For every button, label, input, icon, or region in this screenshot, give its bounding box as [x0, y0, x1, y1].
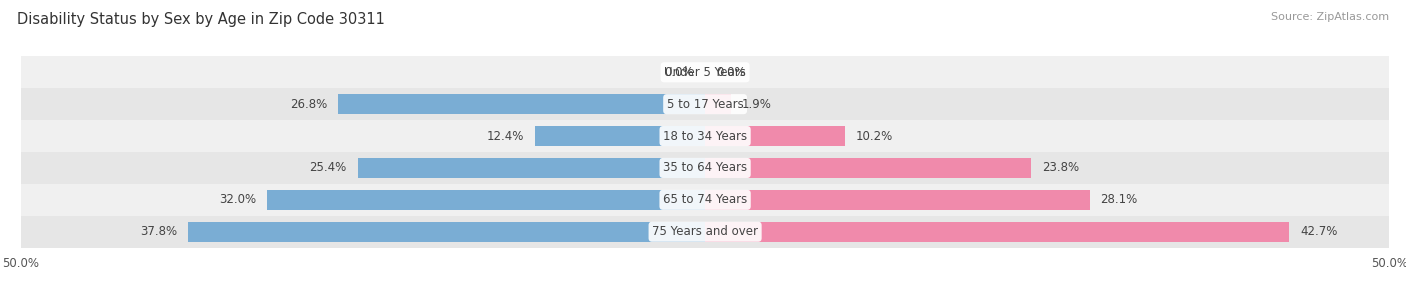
Bar: [21, 56, 1389, 88]
Text: 0.0%: 0.0%: [665, 66, 695, 79]
Text: 1.9%: 1.9%: [742, 98, 772, 111]
Text: 12.4%: 12.4%: [486, 130, 524, 143]
Bar: [188, 222, 706, 242]
Text: 0.0%: 0.0%: [716, 66, 745, 79]
Bar: [21, 216, 1389, 248]
Bar: [706, 94, 731, 114]
Text: Under 5 Years: Under 5 Years: [664, 66, 747, 79]
Text: 23.8%: 23.8%: [1042, 161, 1078, 174]
Text: 37.8%: 37.8%: [141, 225, 177, 238]
Text: 25.4%: 25.4%: [309, 161, 347, 174]
Text: 35 to 64 Years: 35 to 64 Years: [664, 161, 747, 174]
Text: 75 Years and over: 75 Years and over: [652, 225, 758, 238]
Bar: [706, 126, 845, 146]
Bar: [21, 152, 1389, 184]
Text: 18 to 34 Years: 18 to 34 Years: [664, 130, 747, 143]
Text: 26.8%: 26.8%: [290, 98, 328, 111]
Text: 5 to 17 Years: 5 to 17 Years: [666, 98, 744, 111]
Text: 32.0%: 32.0%: [219, 193, 256, 206]
Text: 10.2%: 10.2%: [856, 130, 893, 143]
Text: 65 to 74 Years: 65 to 74 Years: [664, 193, 747, 206]
Text: 42.7%: 42.7%: [1301, 225, 1337, 238]
Bar: [21, 184, 1389, 216]
Bar: [267, 190, 706, 210]
Bar: [706, 158, 1031, 178]
Bar: [339, 94, 706, 114]
Text: 28.1%: 28.1%: [1101, 193, 1137, 206]
Text: Disability Status by Sex by Age in Zip Code 30311: Disability Status by Sex by Age in Zip C…: [17, 12, 385, 27]
Bar: [357, 158, 706, 178]
Text: Source: ZipAtlas.com: Source: ZipAtlas.com: [1271, 12, 1389, 22]
Bar: [536, 126, 706, 146]
Bar: [21, 120, 1389, 152]
Bar: [706, 190, 1090, 210]
Bar: [21, 88, 1389, 120]
Bar: [706, 222, 1289, 242]
